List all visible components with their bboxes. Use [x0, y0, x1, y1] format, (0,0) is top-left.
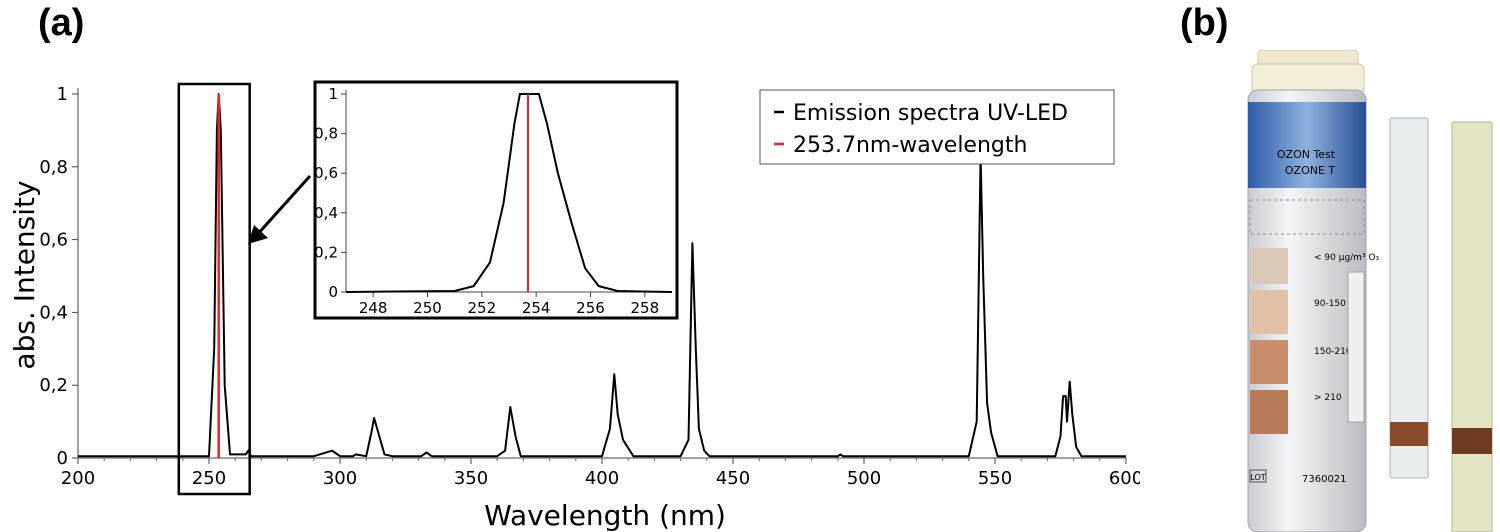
strip-unused-body	[1389, 117, 1429, 479]
emission-spectrum-chart: 200 250 300 350 400 450 500 550 600 0 0,2 0,4 0,6 0,8…	[8, 80, 1140, 532]
test-strip-unused	[1389, 117, 1429, 479]
inset-y-tick-label-3: 0,6	[314, 164, 338, 182]
x-tick-label-6: 500	[847, 468, 881, 489]
inset-y-tick-label-5: 1	[328, 85, 338, 103]
zoom-arrow	[254, 174, 312, 238]
lot-label: LOT	[1250, 473, 1265, 482]
lot-number: 7360021	[1302, 474, 1347, 485]
highlight-box	[177, 82, 251, 496]
scale-swatch-4	[1250, 390, 1288, 434]
inset-y-tick-label-0: 0	[328, 283, 338, 301]
x-tick-label-7: 550	[978, 468, 1012, 489]
inset-x-tick-label-0: 248	[359, 299, 388, 317]
y-axis-title: abs. Intensity	[8, 180, 41, 369]
legend-label-reference: 253.7nm-wavelength	[793, 133, 1027, 158]
x-tick-label-5: 450	[716, 468, 750, 489]
panel-b-label: (b)	[1180, 2, 1229, 44]
test-strip-exposed	[1451, 121, 1493, 532]
inset-emission-line	[345, 93, 673, 293]
x-tick-label-1: 250	[192, 468, 226, 489]
x-tick-label-0: 200	[61, 468, 95, 489]
scale-label-4: > 210	[1314, 393, 1342, 403]
x-tick-label-4: 400	[585, 468, 619, 489]
tube-label-sub: OZONE T	[1285, 164, 1336, 177]
panel-a-label: (a)	[38, 2, 85, 44]
strip-exposed-pad	[1452, 428, 1492, 454]
y-tick-label-0: 0	[57, 448, 68, 469]
x-tick-label-8: 600	[1109, 468, 1140, 489]
tube-blue-band	[1248, 102, 1366, 188]
y-tick-label-4: 0,8	[39, 157, 68, 178]
legend-label-emission: Emission spectra UV-LED	[793, 101, 1068, 126]
tube-label-top: OZON Test	[1277, 148, 1336, 161]
scale-label-2: 90-150	[1314, 299, 1346, 309]
y-tick-label-3: 0,6	[39, 230, 68, 251]
inset-y-tick-label-4: 0,8	[314, 125, 338, 143]
inset-x-tick-label-4: 256	[576, 299, 605, 317]
chart-legend: Emission spectra UV-LED 253.7nm-waveleng…	[759, 89, 1115, 165]
inset-x-tick-label-2: 252	[468, 299, 497, 317]
zoom-arrowhead	[248, 225, 268, 244]
strip-unused-pad	[1390, 422, 1428, 446]
inset-y-tick-label-1: 0,2	[314, 243, 338, 261]
scale-swatch-3	[1250, 340, 1288, 384]
scale-label-3: 150-210	[1314, 347, 1352, 357]
tube-pictogram-strip	[1347, 271, 1365, 423]
test-tube: OZON Test OZONE T < 90 µg/m³ O₃ 90-150 1…	[1247, 50, 1380, 532]
main-series	[78, 93, 1126, 458]
y-tick-label-2: 0,4	[39, 302, 68, 323]
scale-swatch-1	[1250, 248, 1288, 284]
x-tick-label-3: 350	[454, 468, 488, 489]
strip-exposed-body	[1451, 121, 1493, 532]
inset-frame	[313, 80, 679, 320]
y-tick-label-5: 1	[57, 84, 68, 105]
scale-label-1: < 90 µg/m³ O₃	[1314, 253, 1380, 263]
ozone-test-photo: OZON Test OZONE T < 90 µg/m³ O₃ 90-150 1…	[1247, 50, 1493, 532]
x-axis-title: Wavelength (nm)	[484, 499, 726, 532]
lot-box	[1249, 469, 1267, 483]
inset-chart: 248 250 252 254 256 258 0 0,2 0,4 0,6 0,8 1	[313, 80, 679, 320]
scale-swatch-2	[1250, 290, 1288, 334]
inset-x-tick-label-1: 250	[413, 299, 442, 317]
inset-y-tick-label-2: 0,4	[314, 204, 338, 222]
inset-x-tick-label-5: 258	[631, 299, 660, 317]
legend-frame	[759, 89, 1115, 165]
inset-x-tick-label-3: 254	[522, 299, 551, 317]
series-emission-line	[78, 93, 1126, 458]
x-tick-label-2: 300	[323, 468, 357, 489]
main-axes: 200 250 300 350 400 450 500 550 600 0 0,2 0,4 0,6 0,8…	[39, 82, 1140, 496]
tube-sample-window	[1249, 199, 1365, 235]
y-tick-label-1: 0,2	[39, 375, 68, 396]
